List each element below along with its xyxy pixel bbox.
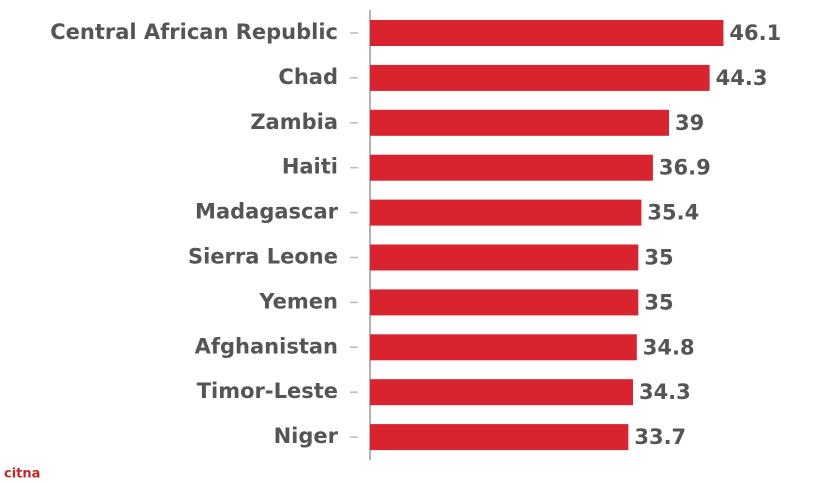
y-tick-label: Chad [278, 65, 338, 89]
y-tick-label: Central African Republic [50, 20, 338, 44]
value-label: 33.7 [634, 425, 686, 449]
value-label: 44.3 [716, 66, 768, 90]
y-tick-label: Afghanistan [195, 334, 338, 358]
bar [370, 199, 642, 226]
watermark: citna [4, 467, 40, 482]
bar [370, 64, 710, 91]
y-tick-label: Timor-Leste [197, 379, 338, 403]
value-label: 35 [644, 290, 673, 314]
bar [370, 289, 639, 316]
bar [370, 334, 637, 361]
bar [370, 109, 669, 136]
y-tick-label: Madagascar [195, 200, 339, 224]
bar [370, 20, 724, 46]
value-label: 36.9 [659, 156, 711, 180]
y-tick-label: Niger [274, 424, 339, 448]
value-label: 39 [675, 111, 704, 135]
value-label: 35.4 [647, 201, 699, 225]
value-label: 35 [644, 246, 673, 270]
y-tick-label: Yemen [258, 289, 338, 313]
value-label: 34.8 [643, 335, 695, 359]
bar [370, 154, 653, 181]
bar [370, 244, 639, 271]
bar [370, 379, 633, 406]
bar [370, 424, 629, 451]
y-tick-label: Sierra Leone [188, 245, 338, 269]
value-label: 34.3 [639, 380, 691, 404]
value-label: 46.1 [729, 21, 781, 45]
y-tick-label: Haiti [282, 155, 338, 179]
y-tick-label: Zambia [250, 110, 338, 134]
